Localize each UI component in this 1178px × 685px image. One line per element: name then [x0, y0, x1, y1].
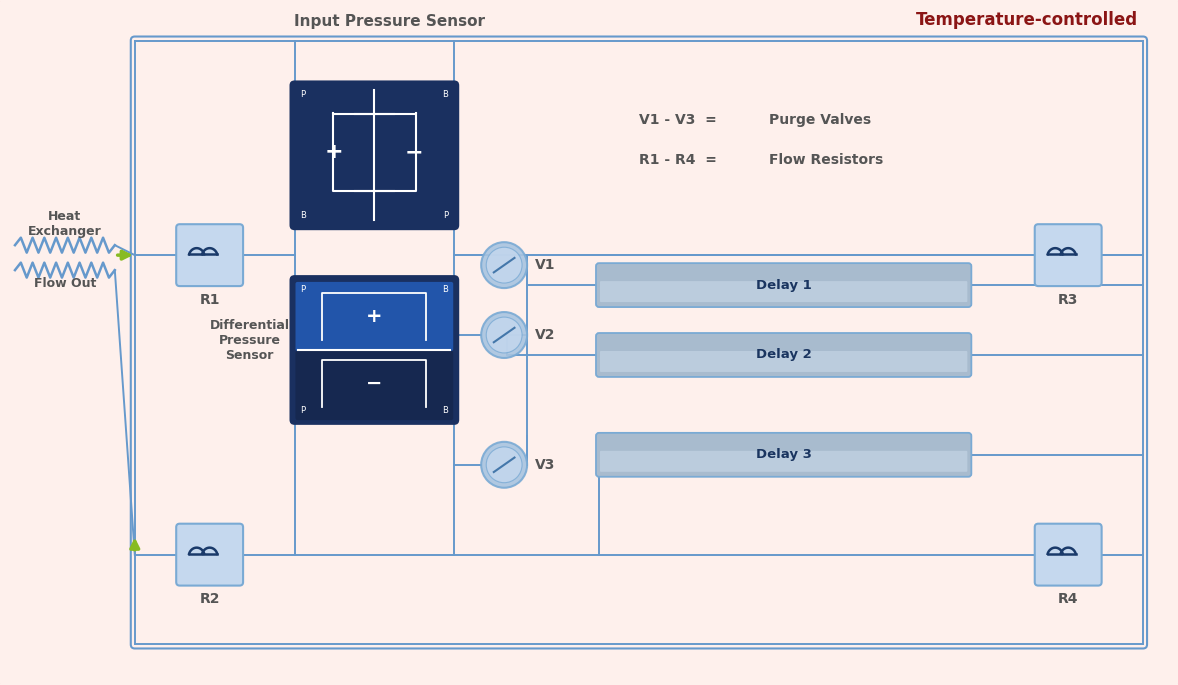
FancyBboxPatch shape	[177, 224, 243, 286]
Circle shape	[487, 447, 522, 483]
FancyBboxPatch shape	[177, 524, 243, 586]
Circle shape	[481, 242, 527, 288]
FancyBboxPatch shape	[296, 351, 454, 420]
FancyBboxPatch shape	[1034, 224, 1101, 286]
Text: B: B	[443, 285, 449, 294]
Text: B: B	[300, 211, 306, 220]
Circle shape	[487, 247, 522, 283]
Text: R3: R3	[1058, 292, 1078, 307]
Text: Flow Resistors: Flow Resistors	[769, 153, 884, 167]
Text: −: −	[405, 142, 424, 162]
Text: P: P	[443, 211, 449, 220]
Text: R1 - R4  =: R1 - R4 =	[638, 153, 716, 167]
Text: R4: R4	[1058, 592, 1078, 606]
Text: P: P	[300, 90, 305, 99]
Text: V2: V2	[535, 328, 556, 342]
Text: B: B	[443, 406, 449, 415]
Text: Delay 1: Delay 1	[756, 279, 812, 292]
FancyBboxPatch shape	[596, 333, 972, 377]
FancyBboxPatch shape	[596, 263, 972, 307]
Text: Flow Out: Flow Out	[34, 277, 97, 290]
Text: −: −	[366, 374, 383, 393]
Text: Purge Valves: Purge Valves	[769, 114, 871, 127]
FancyBboxPatch shape	[1034, 524, 1101, 586]
FancyBboxPatch shape	[600, 281, 967, 302]
FancyBboxPatch shape	[596, 433, 972, 477]
FancyBboxPatch shape	[600, 351, 967, 372]
Text: R1: R1	[199, 292, 220, 307]
Circle shape	[481, 442, 527, 488]
Text: Delay 3: Delay 3	[756, 448, 812, 461]
Text: P: P	[300, 406, 305, 415]
Text: Delay 2: Delay 2	[756, 349, 812, 362]
FancyBboxPatch shape	[600, 451, 967, 472]
Text: Temperature-controlled: Temperature-controlled	[916, 10, 1138, 29]
FancyBboxPatch shape	[290, 275, 459, 425]
FancyBboxPatch shape	[296, 282, 454, 351]
Text: V1: V1	[535, 258, 556, 272]
FancyBboxPatch shape	[290, 80, 459, 230]
Text: Differential
Pressure
Sensor: Differential Pressure Sensor	[210, 319, 290, 362]
Text: +: +	[325, 142, 344, 162]
Text: V3: V3	[535, 458, 556, 472]
Circle shape	[481, 312, 527, 358]
Text: B: B	[443, 90, 449, 99]
Text: P: P	[300, 285, 305, 294]
Text: +: +	[366, 307, 383, 326]
Text: V1 - V3  =: V1 - V3 =	[638, 114, 716, 127]
Text: Input Pressure Sensor: Input Pressure Sensor	[293, 14, 485, 29]
Circle shape	[487, 317, 522, 353]
Text: Heat
Exchanger: Heat Exchanger	[28, 210, 101, 238]
Text: R2: R2	[199, 592, 220, 606]
